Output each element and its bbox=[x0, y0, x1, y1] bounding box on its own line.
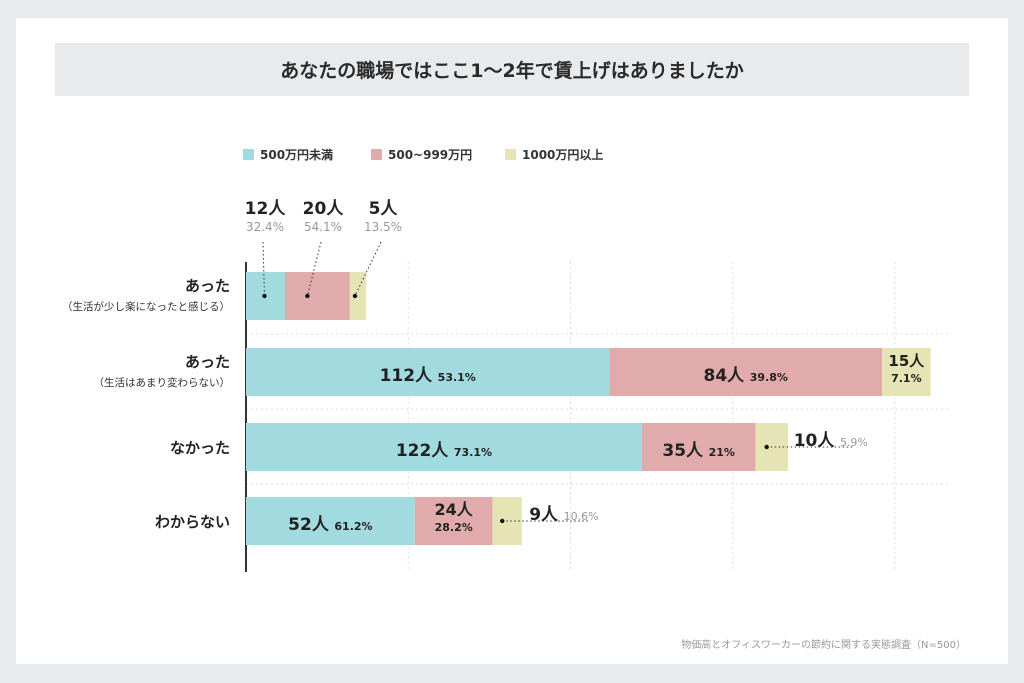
data-label: 122人 73.1% bbox=[395, 441, 493, 461]
bar-segment bbox=[414, 497, 493, 545]
category-label: あった bbox=[184, 277, 230, 295]
category-label: あった bbox=[184, 353, 230, 371]
chart-title: あなたの職場ではここ1〜2年で賃上げはありましたか bbox=[55, 43, 969, 96]
data-label: 15人 7.1% bbox=[888, 352, 925, 385]
bar-segment bbox=[246, 423, 642, 471]
bar-segment bbox=[349, 272, 367, 320]
data-label: 52人 61.2% bbox=[288, 515, 373, 535]
bar-segment bbox=[641, 423, 756, 471]
data-label: 112人 53.1% bbox=[379, 366, 476, 386]
category: あった （生活はあまり変わらない） bbox=[94, 351, 231, 390]
legend-label: 500万円未満 bbox=[260, 148, 334, 162]
legend-item: 1000万円以上 bbox=[505, 146, 603, 163]
legend-swatch bbox=[371, 149, 382, 160]
chart-card bbox=[16, 18, 1008, 664]
data-label: 10人 5.9% bbox=[793, 431, 868, 451]
data-label: 12人 32.4% bbox=[244, 199, 286, 234]
data-label: 84人 39.8% bbox=[703, 366, 788, 386]
data-label: 20人 54.1% bbox=[302, 199, 344, 234]
bar-segment bbox=[246, 348, 610, 396]
category: なかった bbox=[170, 437, 230, 458]
category: わからない bbox=[155, 511, 230, 532]
data-label: 24人 28.2% bbox=[434, 500, 473, 535]
category: あった （生活が少し楽になったと感じる） bbox=[62, 275, 230, 314]
callout-line bbox=[262, 241, 265, 297]
data-label: 9人 10.6% bbox=[529, 505, 599, 525]
bar-segment bbox=[609, 348, 883, 396]
category-sublabel: （生活が少し楽になったと感じる） bbox=[62, 301, 230, 313]
callout-dot bbox=[500, 518, 505, 524]
callout-dot bbox=[764, 444, 769, 450]
legend-item: 500~999万円 bbox=[371, 146, 472, 163]
legend-swatch bbox=[243, 149, 254, 160]
source-note: 物価高とオフィスワーカーの節約に関する実態調査（N=500） bbox=[681, 640, 966, 651]
bar-segment bbox=[284, 272, 350, 320]
callout-dot bbox=[352, 293, 358, 299]
callout-line bbox=[306, 241, 322, 297]
legend-swatch bbox=[505, 149, 516, 160]
category-label: なかった bbox=[169, 439, 230, 457]
data-label: 5人 13.5% bbox=[363, 199, 403, 234]
legend-label: 500~999万円 bbox=[388, 148, 473, 162]
callout-dot bbox=[305, 293, 310, 299]
category-sublabel: （生活はあまり変わらない） bbox=[93, 377, 231, 389]
bar-segment bbox=[882, 348, 931, 396]
bar-segment bbox=[246, 497, 415, 545]
callout-dot bbox=[262, 293, 267, 299]
category-label: わからない bbox=[154, 513, 230, 531]
data-label: 35人 21% bbox=[662, 441, 735, 461]
legend-item: 500万円未満 bbox=[243, 146, 333, 163]
legend-label: 1000万円以上 bbox=[522, 148, 604, 162]
